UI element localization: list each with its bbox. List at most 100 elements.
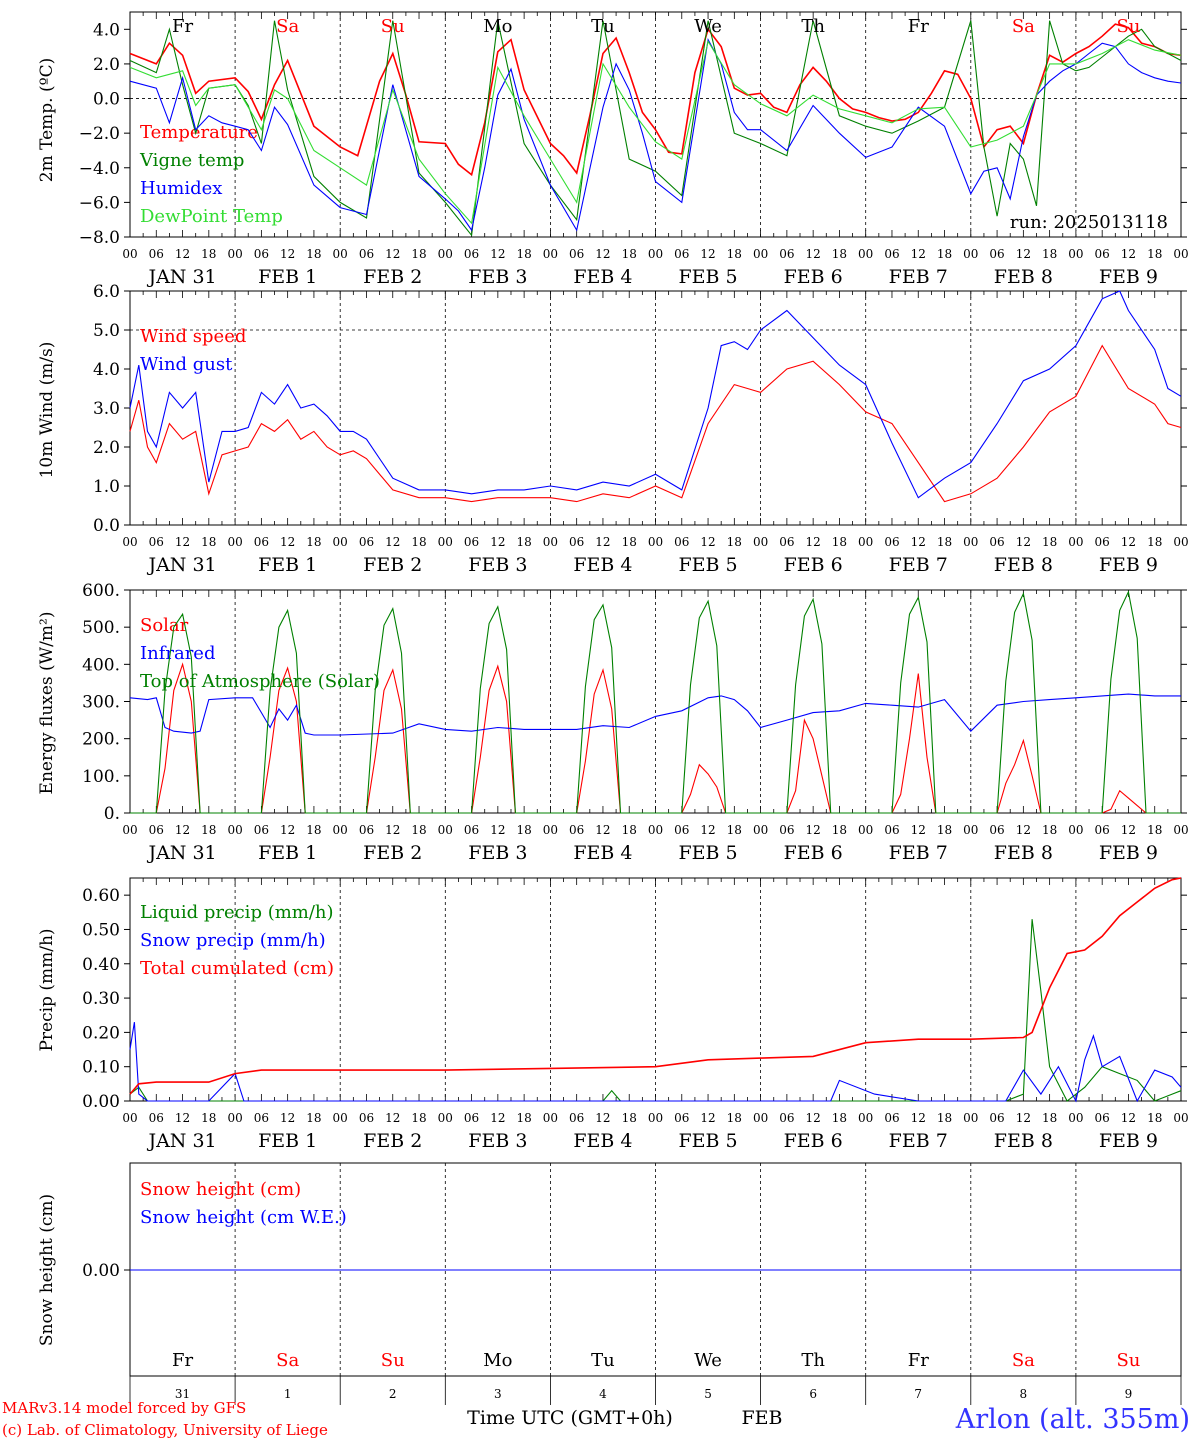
- hour-tick-label: 18: [622, 535, 637, 549]
- hour-tick-label: 00: [963, 247, 978, 261]
- day-number: 2: [389, 1387, 397, 1401]
- hour-tick-label: 06: [254, 535, 269, 549]
- weekday-label: Fr: [908, 1350, 929, 1371]
- hour-tick-label: 00: [1068, 247, 1083, 261]
- date-label: FEB 1: [258, 1130, 317, 1152]
- hour-tick-label: 06: [1095, 247, 1110, 261]
- hour-tick-label: 00: [648, 1111, 663, 1125]
- hour-tick-label: 00: [543, 1111, 558, 1125]
- legend-entry: Top of Atmosphere (Solar): [140, 671, 380, 692]
- date-label: FEB 1: [258, 266, 317, 288]
- hour-tick-label: 18: [516, 823, 531, 837]
- hour-tick-label: 18: [727, 247, 742, 261]
- y-tick-label: 3.0: [93, 399, 120, 419]
- date-label: FEB 2: [363, 266, 422, 288]
- y-tick-label: 100.: [82, 767, 120, 787]
- weekday-label: Mo: [483, 16, 512, 37]
- hour-tick-label: 00: [963, 535, 978, 549]
- hour-tick-label: 06: [884, 823, 899, 837]
- hour-tick-label: 06: [1095, 535, 1110, 549]
- series-line-wind-1: [129, 290, 1182, 499]
- hour-tick-label: 18: [411, 1111, 426, 1125]
- hour-tick-label: 06: [149, 247, 164, 261]
- y-tick-label: 400.: [82, 655, 120, 675]
- day-number: 5: [704, 1387, 712, 1401]
- hour-tick-label: 06: [569, 823, 584, 837]
- hour-tick-label: 12: [280, 247, 295, 261]
- day-number: 3: [494, 1387, 502, 1401]
- series-line-precip-2: [129, 877, 1182, 1095]
- hour-tick-label: 12: [700, 1111, 715, 1125]
- weekday-label: Su: [381, 16, 405, 37]
- hour-tick-label: 06: [569, 535, 584, 549]
- hour-tick-label: 00: [227, 247, 242, 261]
- hour-tick-label: 18: [411, 823, 426, 837]
- hour-tick-label: 06: [359, 1111, 374, 1125]
- hour-tick-label: 12: [595, 823, 610, 837]
- hour-tick-label: 12: [280, 535, 295, 549]
- day-number: 6: [809, 1387, 817, 1401]
- hour-tick-label: 00: [1068, 823, 1083, 837]
- y-tick-label: 4.0: [93, 20, 120, 40]
- hour-tick-label: 00: [333, 247, 348, 261]
- hour-tick-label: 00: [753, 1111, 768, 1125]
- hour-tick-label: 18: [1147, 247, 1162, 261]
- hour-tick-label: 18: [832, 247, 847, 261]
- hour-tick-label: 06: [464, 247, 479, 261]
- hour-tick-label: 12: [911, 823, 926, 837]
- hour-tick-label: 12: [595, 1111, 610, 1125]
- legend-entry: Snow precip (mm/h): [140, 930, 326, 951]
- hour-tick-label: 00: [1173, 823, 1188, 837]
- y-tick-label: 600.: [82, 581, 120, 601]
- date-label: FEB 8: [994, 1130, 1053, 1152]
- legend-entry: Infrared: [140, 643, 215, 664]
- legend-entry: Wind speed: [140, 326, 246, 347]
- y-tick-label: 0.10: [82, 1058, 120, 1078]
- series-line-precip-1: [129, 1022, 1182, 1103]
- weekday-label: Th: [801, 16, 825, 37]
- hour-tick-label: 00: [543, 247, 558, 261]
- weekday-label: Mo: [483, 1350, 512, 1371]
- hour-tick-label: 18: [411, 247, 426, 261]
- hour-tick-label: 18: [306, 1111, 321, 1125]
- date-label: JAN 31: [146, 266, 216, 288]
- hour-tick-label: 18: [1147, 1111, 1162, 1125]
- weekday-label: Su: [381, 1350, 405, 1371]
- date-label: FEB 3: [468, 1130, 527, 1152]
- hour-tick-label: 06: [989, 823, 1004, 837]
- date-label: JAN 31: [146, 554, 216, 576]
- hour-tick-label: 00: [963, 1111, 978, 1125]
- hour-tick-label: 18: [832, 823, 847, 837]
- hour-tick-label: 18: [937, 247, 952, 261]
- hour-tick-label: 00: [1068, 535, 1083, 549]
- hour-tick-label: 00: [1173, 1111, 1188, 1125]
- date-label: FEB 1: [258, 842, 317, 864]
- hour-tick-label: 18: [937, 535, 952, 549]
- weekday-label: Fr: [172, 1350, 193, 1371]
- hour-tick-label: 12: [385, 247, 400, 261]
- hour-tick-label: 18: [516, 247, 531, 261]
- month-label: FEB: [741, 1407, 782, 1429]
- hour-tick-label: 12: [175, 535, 190, 549]
- series-line-temperature-2: [129, 38, 1182, 232]
- hour-tick-label: 18: [832, 535, 847, 549]
- y-axis-title: 10m Wind (m/s): [37, 342, 57, 479]
- y-tick-label: −4.0: [79, 159, 120, 179]
- hour-tick-label: 18: [1147, 535, 1162, 549]
- hour-tick-label: 00: [122, 1111, 137, 1125]
- legend-entry: Snow height (cm): [140, 1179, 301, 1200]
- hour-tick-label: 00: [543, 535, 558, 549]
- hour-tick-label: 06: [359, 823, 374, 837]
- hour-tick-label: 06: [464, 1111, 479, 1125]
- hour-tick-label: 18: [937, 823, 952, 837]
- hour-tick-label: 06: [149, 1111, 164, 1125]
- weekday-label: Th: [801, 1350, 825, 1371]
- hour-tick-label: 00: [227, 535, 242, 549]
- weekday-label: Fr: [172, 16, 193, 37]
- date-label: FEB 4: [573, 842, 632, 864]
- date-label: FEB 7: [889, 266, 948, 288]
- y-tick-label: 500.: [82, 618, 120, 638]
- y-tick-label: 300.: [82, 693, 120, 713]
- hour-tick-label: 12: [490, 1111, 505, 1125]
